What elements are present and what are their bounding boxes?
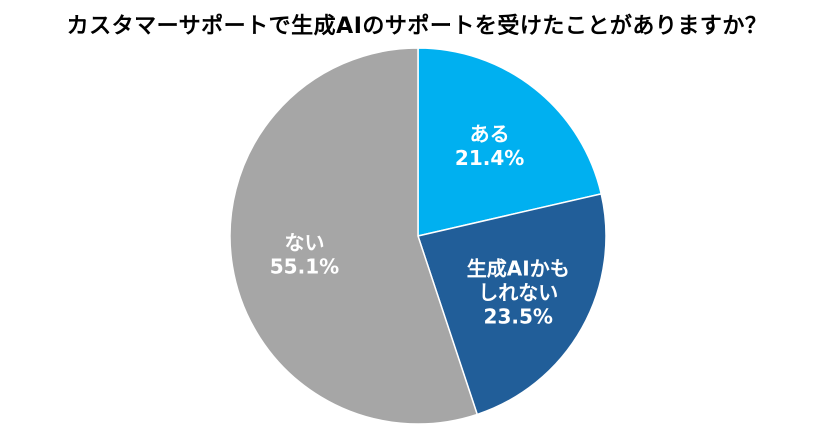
pie-labels: ある 21.4% 生成AIかもしれない 23.5% ない 55.1% [270,122,570,328]
pie-slices [229,47,607,425]
chart-title: カスタマーサポートで生成AIのサポートを受けたことがありますか？ [66,14,768,39]
pie-slice-name: ない [284,230,324,254]
pie-slice-0 [417,47,603,237]
pie-slice-label-1: 生成AIかもしれない 23.5% [467,256,570,328]
pie-slice-value: 21.4% [455,146,524,170]
pie-slice-2 [229,47,479,425]
pie-slice-name: しれない [478,280,558,304]
pie-slice-1 [417,192,607,416]
pie-slice-value: 55.1% [270,254,339,278]
pie-slice-name: ある [470,122,510,146]
pie-slice-value: 23.5% [484,304,553,328]
pie-slice-label-0: ある 21.4% [455,122,524,170]
pie-slice-label-2: ない 55.1% [270,230,339,278]
pie-slice-name: 生成AIかも [467,256,570,280]
